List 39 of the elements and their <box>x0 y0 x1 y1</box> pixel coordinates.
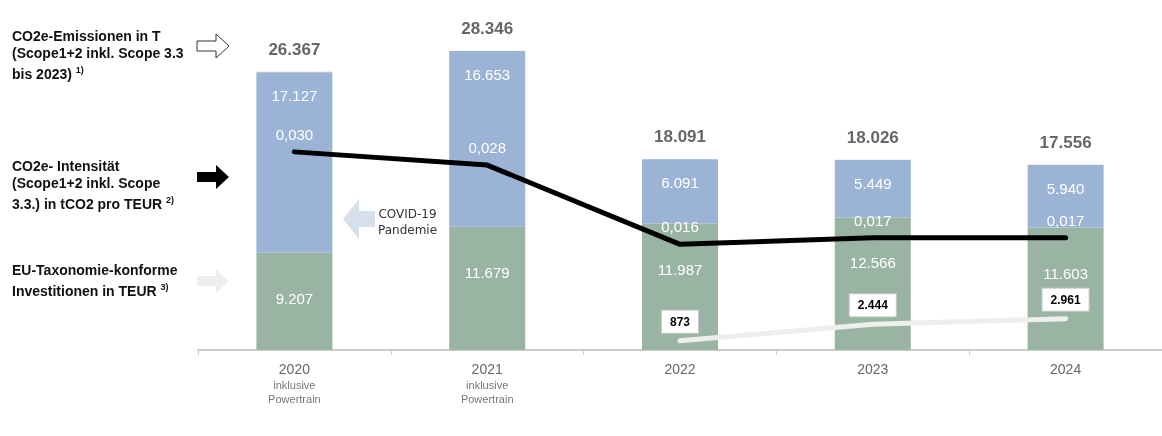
bar <box>256 72 333 253</box>
x-tick-label: 2020 inklusive Powertrain <box>268 361 321 405</box>
data-label: 17.127 <box>271 87 318 105</box>
bar <box>834 159 911 218</box>
data-label: 0,017 <box>1046 211 1085 229</box>
data-label: 6.091 <box>661 174 699 192</box>
y-axis-title: CO2e-Emissionen in T (Scope1+2 inkl. Scope 3.3 bis 2023) $^{1)}$ <box>12 28 185 83</box>
bar <box>1027 164 1104 228</box>
total-label: 17.556 <box>1039 132 1092 152</box>
data-label: 12.566 <box>849 254 896 272</box>
data-label: 2.444 <box>857 298 889 313</box>
x-tick-label: 2021 inklusive Powertrain <box>460 361 514 405</box>
data-label: 11.987 <box>657 260 703 278</box>
data-label: 5.449 <box>854 174 892 192</box>
data-label: 11.603 <box>1043 264 1088 282</box>
total-label: 26.367 <box>268 39 321 59</box>
data-label: 0,028 <box>468 139 506 157</box>
data-label: 0,030 <box>275 125 314 143</box>
data-label: 0,016 <box>661 218 699 236</box>
total-label: 28.346 <box>461 18 514 38</box>
data-label: 5.940 <box>1046 179 1085 197</box>
x-tick-label: 2022 <box>664 361 696 377</box>
x-tick-label: 2023 <box>857 361 889 377</box>
data-label: 0,017 <box>854 211 892 229</box>
data-label: 2.961 <box>1050 292 1081 307</box>
data-label: 16.653 <box>464 66 511 84</box>
total-label: 18.026 <box>846 127 899 147</box>
data-label: 11.679 <box>464 263 510 281</box>
total-label: 18.091 <box>654 127 706 147</box>
legend-label: CO2e- Intensität (Scope1+2 inkl. Scope 3.3.) in tCO2 pro TEUR $^{2)}$ <box>12 158 176 213</box>
annotation: COVID-19 Pandemie <box>378 206 438 238</box>
bar <box>449 226 526 350</box>
bar <box>449 51 526 227</box>
data-label: 9.207 <box>275 289 314 307</box>
bar <box>256 252 333 350</box>
x-tick-label: 2024 <box>1050 361 1082 377</box>
legend-label: EU-Taxonomie-konforme Investitionen in TEUR $^{3)}$ <box>12 262 179 300</box>
bar <box>642 159 718 224</box>
data-label: 873 <box>669 314 691 329</box>
